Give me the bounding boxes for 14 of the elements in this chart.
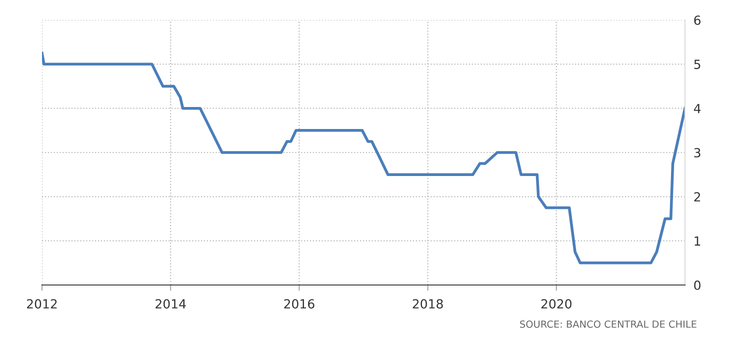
line-series [42, 52, 685, 264]
x-tick-label: 2012 [27, 299, 57, 309]
y-tick-label: 0 [694, 280, 700, 290]
y-tick-label: 3 [694, 148, 700, 158]
y-tick-label: 1 [694, 236, 700, 246]
y-tick-label: 6 [694, 15, 700, 25]
x-tick-label: 2014 [156, 299, 186, 309]
x-tick-label: 2016 [284, 299, 314, 309]
source-note: SOURCE: BANCO CENTRAL DE CHILE [520, 320, 696, 328]
x-tick-label: 2020 [541, 299, 572, 309]
x-tick-label: 2018 [412, 299, 443, 309]
y-tick-label: 2 [694, 192, 700, 202]
y-tick-label: 4 [694, 104, 701, 114]
y-tick-label: 5 [694, 60, 700, 70]
